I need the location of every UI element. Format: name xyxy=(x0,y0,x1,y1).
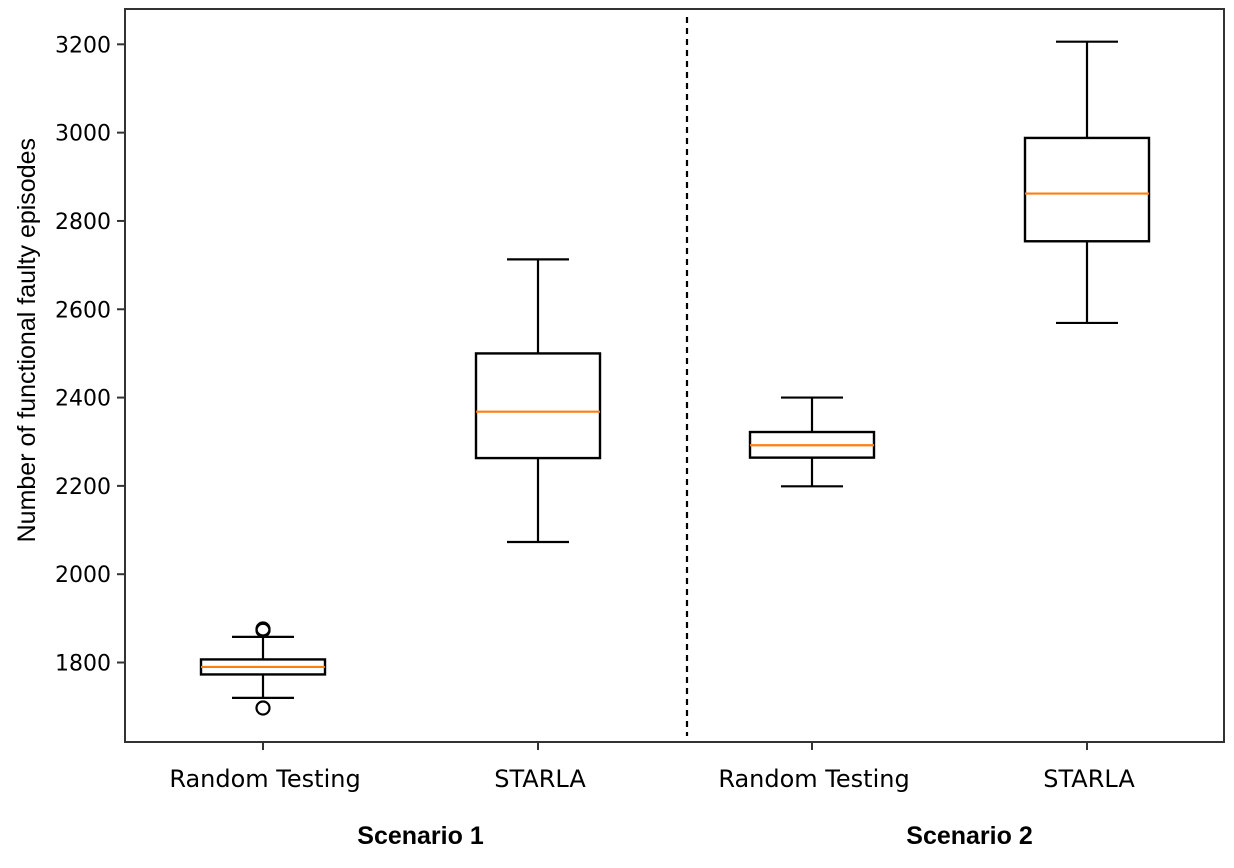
y-tick-label: 2600 xyxy=(55,298,111,323)
x-tick-label: Random Testing xyxy=(169,765,360,793)
y-tick-label: 2200 xyxy=(55,475,111,500)
outlier-point xyxy=(255,700,271,716)
group-label: Scenario 1 xyxy=(357,822,484,850)
iqr-box xyxy=(1023,136,1151,243)
y-axis: 1800 2000 2200 2400 2600 2800 3000 3200 xyxy=(55,33,125,677)
x-axis: Random Testing STARLA Random Testing STARLA… xyxy=(169,742,1135,850)
y-tick-label: 3000 xyxy=(55,122,111,147)
outlier-point xyxy=(255,621,271,637)
iqr-box xyxy=(474,352,602,460)
group-label: Scenario 2 xyxy=(906,822,1032,850)
x-tick-label: STARLA xyxy=(494,765,586,793)
y-tick-label: 2000 xyxy=(55,563,111,588)
y-tick-label: 1800 xyxy=(55,652,111,677)
y-tick-label: 3200 xyxy=(55,33,111,58)
x-tick-label: Random Testing xyxy=(718,765,909,793)
y-axis-title: Number of functional faulty episodes xyxy=(13,138,41,542)
box-4 xyxy=(1023,40,1151,325)
box-3 xyxy=(748,396,876,488)
plot-frame xyxy=(124,8,1225,743)
plot-marks xyxy=(199,17,1151,736)
box-2 xyxy=(474,258,602,544)
x-tick-label: STARLA xyxy=(1043,765,1135,793)
y-tick-label: 2400 xyxy=(55,387,111,412)
y-tick-label: 2800 xyxy=(55,210,111,235)
box-1 xyxy=(199,621,327,716)
